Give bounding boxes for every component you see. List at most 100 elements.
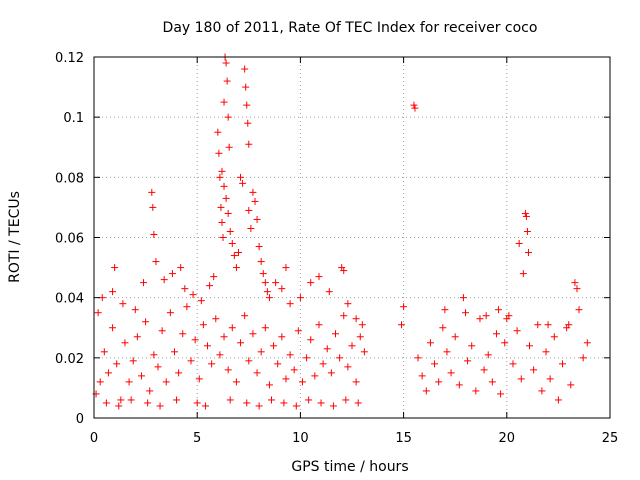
data-point xyxy=(230,252,238,260)
data-point xyxy=(189,291,197,299)
data-point xyxy=(286,300,294,308)
x-tick-label: 0 xyxy=(90,431,98,446)
data-point xyxy=(237,339,245,347)
data-point xyxy=(443,348,451,356)
data-point xyxy=(255,402,263,410)
data-point xyxy=(222,59,230,67)
data-point xyxy=(149,203,157,211)
data-point xyxy=(524,249,532,257)
data-point xyxy=(323,345,331,353)
data-point xyxy=(517,375,525,383)
data-point xyxy=(565,321,573,329)
data-point xyxy=(228,240,236,248)
data-point xyxy=(451,333,459,341)
x-tick-label: 5 xyxy=(193,431,201,446)
data-point xyxy=(241,312,249,320)
data-point xyxy=(282,375,290,383)
data-point xyxy=(303,354,311,362)
data-point xyxy=(515,240,523,248)
data-point xyxy=(170,348,178,356)
data-point xyxy=(234,249,242,257)
data-point xyxy=(329,402,337,410)
data-point xyxy=(111,264,119,272)
data-point xyxy=(158,327,166,335)
data-point xyxy=(109,288,117,296)
data-point xyxy=(464,357,472,365)
data-point xyxy=(226,227,234,235)
data-point xyxy=(217,203,225,211)
data-point xyxy=(307,279,315,287)
x-tick-label: 20 xyxy=(499,431,516,446)
data-point xyxy=(352,315,360,323)
data-point xyxy=(218,167,226,175)
data-point xyxy=(160,276,168,284)
data-point xyxy=(94,309,102,317)
data-point xyxy=(523,227,531,235)
data-point xyxy=(331,330,339,338)
plot-frame xyxy=(93,56,611,419)
data-point xyxy=(307,336,315,344)
data-point xyxy=(245,357,253,365)
data-point xyxy=(243,101,251,109)
data-point xyxy=(244,119,252,127)
data-point xyxy=(150,230,158,238)
data-point xyxy=(104,369,112,377)
y-tick-label: 0.06 xyxy=(55,232,84,247)
data-point xyxy=(241,65,249,73)
data-point xyxy=(251,197,259,205)
data-point xyxy=(497,390,505,398)
data-point xyxy=(360,348,368,356)
data-point xyxy=(96,378,104,386)
y-axis-label: ROTI / TECUs xyxy=(7,191,23,283)
data-point xyxy=(344,300,352,308)
data-point xyxy=(257,348,265,356)
x-tick-label: 25 xyxy=(602,431,619,446)
data-point xyxy=(472,387,480,395)
data-point xyxy=(476,315,484,323)
data-point xyxy=(439,324,447,332)
data-point xyxy=(210,273,218,281)
grid-lines xyxy=(94,57,610,418)
chart-title: Day 180 of 2011, Rate Of TEC Index for r… xyxy=(163,20,538,36)
data-point xyxy=(146,387,154,395)
data-point xyxy=(239,179,247,187)
data-point xyxy=(567,381,575,389)
data-point xyxy=(522,212,530,220)
data-point xyxy=(571,279,579,287)
x-tick-label: 15 xyxy=(395,431,412,446)
data-point xyxy=(325,288,333,296)
data-point xyxy=(195,375,203,383)
data-point xyxy=(327,369,335,377)
data-point xyxy=(117,396,125,404)
data-point xyxy=(154,363,162,371)
data-point xyxy=(298,378,306,386)
data-point xyxy=(352,378,360,386)
data-point xyxy=(197,297,205,305)
data-point xyxy=(168,270,176,278)
data-point xyxy=(142,318,150,326)
data-point xyxy=(482,312,490,320)
data-point xyxy=(315,273,323,281)
data-point xyxy=(530,366,538,374)
data-point xyxy=(261,279,269,287)
data-point xyxy=(268,396,276,404)
data-point xyxy=(224,209,232,217)
data-point xyxy=(265,294,273,302)
data-point xyxy=(129,357,137,365)
data-point xyxy=(441,306,449,314)
data-point xyxy=(462,309,470,317)
data-point xyxy=(218,218,226,226)
data-point xyxy=(140,279,148,287)
data-point xyxy=(319,360,327,368)
data-point xyxy=(220,182,228,190)
data-point xyxy=(340,267,348,275)
data-point xyxy=(400,303,408,311)
data-point xyxy=(282,264,290,272)
data-point xyxy=(237,173,245,181)
x-tick-labels: 0 5 10 15 20 25 xyxy=(90,431,618,446)
data-point xyxy=(356,333,364,341)
data-point xyxy=(455,381,463,389)
data-point xyxy=(177,264,185,272)
data-point xyxy=(247,224,255,232)
data-point xyxy=(175,369,183,377)
